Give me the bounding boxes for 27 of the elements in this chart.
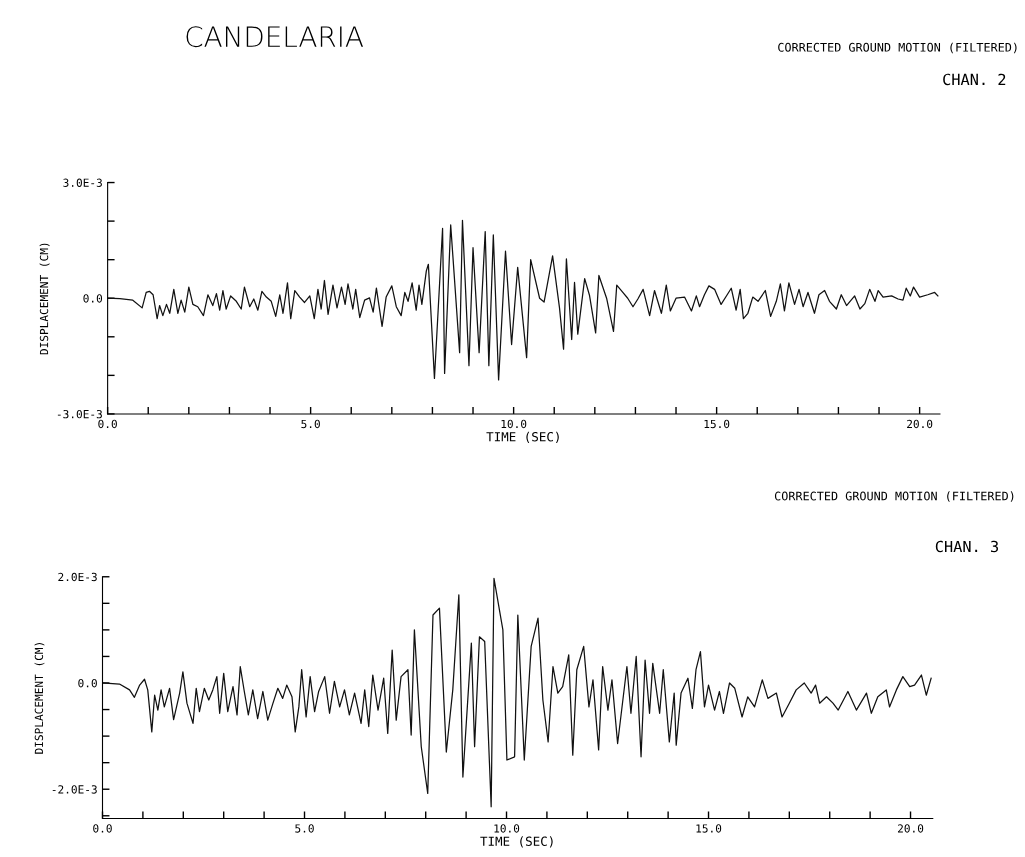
y-tick-label: -2.0E-3 [52,785,97,794]
text: CHAN. 3 [935,540,999,553]
x-tick-label: 20.0 [907,419,933,429]
line-series [102,577,932,808]
y-tick-label: 2.0E-3 [58,572,97,582]
line-series [107,219,939,381]
y-axis-title: DISPLACEMENT (CM) [34,643,45,754]
x-tick-label: 0.0 [98,419,117,429]
x-tick-label: 0.0 [93,824,112,833]
y-tick-label: -3.0E-3 [57,409,102,419]
y-tick-label: 0.0 [78,679,97,688]
x-tick-label: 20.0 [897,824,924,833]
x-tick-label: 5.0 [295,824,314,833]
x-tick-label: 10.0 [494,824,520,833]
y-tick-label: 3.0E-3 [63,178,102,187]
text: CHAN. 2 [943,73,1006,86]
chart-subtitle: CORRECTED GROUND MOTION (FILTERED) [774,491,1014,502]
chart-title: CANDELARIA [186,26,364,48]
y-axis-title: DISPLACEMENT (CM) [39,243,50,355]
y-tick-label: 0.0 [83,294,103,303]
chart-subtitle: CORRECTED GROUND MOTION (FILTERED) [778,42,1017,54]
x-tick-label: 15.0 [696,824,722,833]
x-tick-label: 5.0 [301,419,320,429]
x-axis-title: TIME (SEC) [480,836,553,848]
x-tick-label: 10.0 [501,419,527,429]
x-tick-label: 15.0 [704,419,730,429]
x-axis-title: TIME (SEC) [486,431,559,443]
